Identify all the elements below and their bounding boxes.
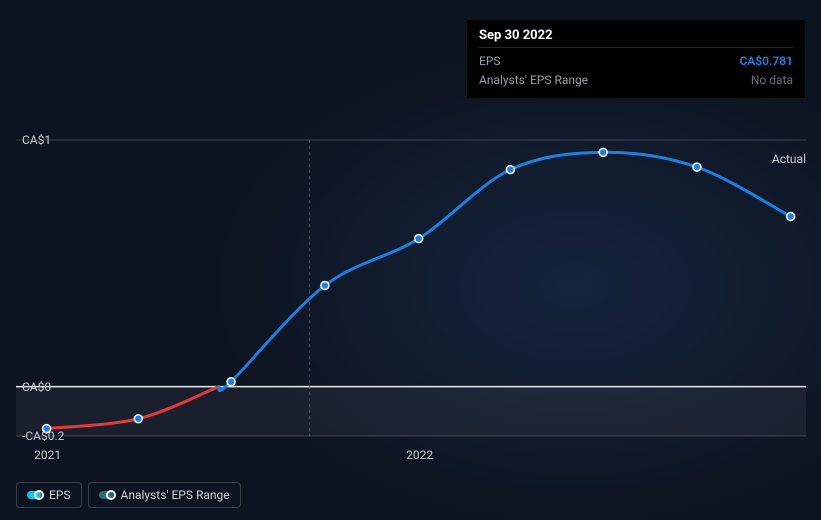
legend-item-range[interactable]: Analysts' EPS Range [88,482,241,508]
tooltip-date: Sep 30 2022 [479,28,793,48]
legend-label-range: Analysts' EPS Range [121,488,230,502]
legend-swatch-range [99,491,113,499]
actual-label: Actual [772,152,806,166]
chart-tooltip: Sep 30 2022 EPS CA$0.781 Analysts' EPS R… [466,19,806,99]
x-tick-label: 2021 [34,448,61,462]
legend-label-eps: EPS [49,488,71,502]
y-tick-label: -CA$0.2 [22,429,64,443]
x-tick-label: 2022 [406,448,433,462]
legend-swatch-eps [27,491,41,499]
tooltip-label-range: Analysts' EPS Range [479,71,588,90]
y-tick-label: CA$1 [22,133,51,147]
y-tick-label: CA$0 [22,380,51,394]
tooltip-row-range: Analysts' EPS Range No data [479,71,793,90]
chart-legend: EPS Analysts' EPS Range [16,482,241,508]
legend-item-eps[interactable]: EPS [16,482,82,508]
eps-chart: Sep 30 2022 EPS CA$0.781 Analysts' EPS R… [0,0,821,520]
tooltip-value-range: No data [751,71,793,90]
tooltip-label-eps: EPS [479,52,501,71]
tooltip-row-eps: EPS CA$0.781 [479,52,793,71]
tooltip-value-eps: CA$0.781 [739,52,793,71]
